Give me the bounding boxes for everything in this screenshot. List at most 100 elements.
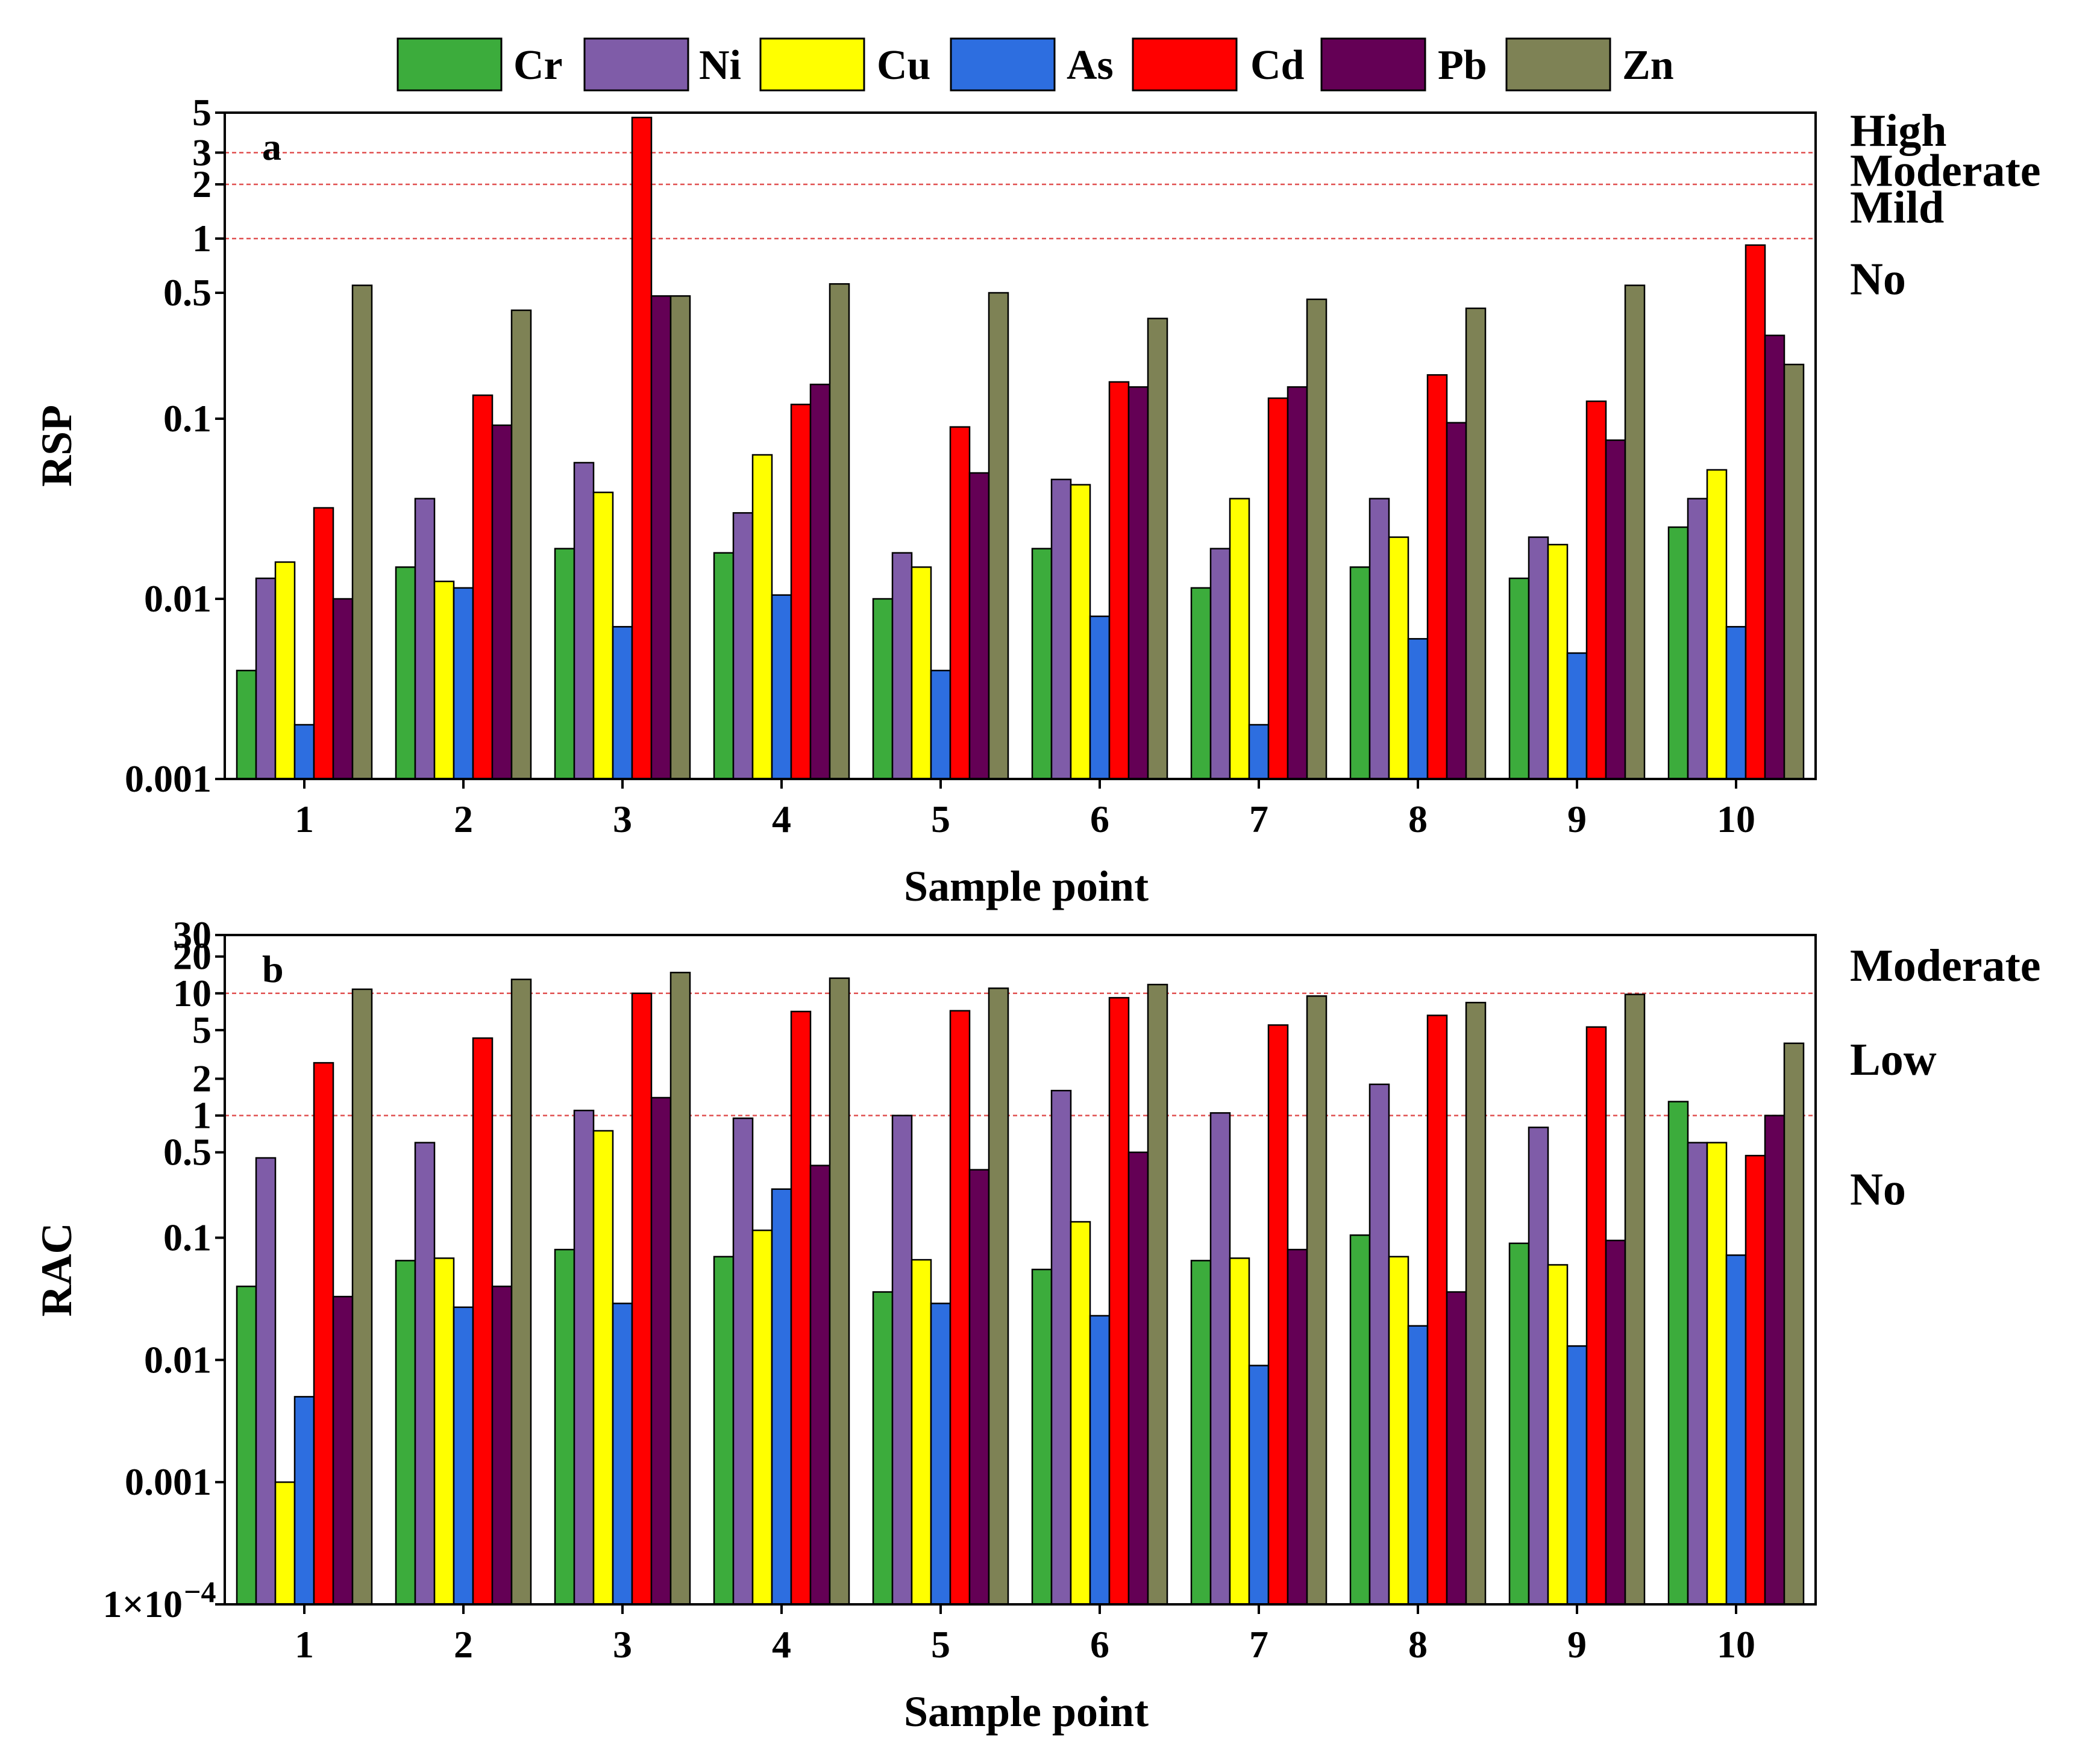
bar-b-cu-3 xyxy=(592,1130,614,1606)
bar-a-cu-4 xyxy=(751,454,773,780)
bar-a-pb-10 xyxy=(1764,334,1785,780)
y-axis-title-a: RSP xyxy=(33,405,81,487)
bar-a-zn-3 xyxy=(669,295,691,780)
bar-b-as-8 xyxy=(1407,1325,1429,1606)
bar-a-as-6 xyxy=(1089,615,1111,780)
bar-a-cr-6 xyxy=(1031,548,1053,780)
bar-a-cd-10 xyxy=(1745,244,1766,780)
bar-a-pb-2 xyxy=(491,424,513,780)
bar-b-cu-10 xyxy=(1706,1142,1728,1606)
y-tick-label-a-2: 0.1 xyxy=(163,397,212,440)
x-tick-label-b-4: 4 xyxy=(772,1623,791,1666)
bar-b-zn-1 xyxy=(351,988,373,1606)
y-tick-label-b-3: 0.1 xyxy=(163,1216,212,1259)
legend-swatch-cu xyxy=(759,37,865,92)
bar-a-cu-9 xyxy=(1547,543,1569,780)
bar-a-ni-1 xyxy=(255,577,277,780)
legend-label-pb: Pb xyxy=(1438,42,1487,89)
y-tick-label-a-6: 3 xyxy=(192,131,212,174)
legend-swatch-ni xyxy=(583,37,689,92)
bar-b-as-10 xyxy=(1725,1254,1747,1606)
bar-b-cu-2 xyxy=(433,1257,455,1606)
bar-b-cr-6 xyxy=(1031,1268,1053,1606)
bar-b-pb-6 xyxy=(1127,1151,1149,1606)
legend-label-cu: Cu xyxy=(877,42,930,89)
bar-a-cu-2 xyxy=(433,580,455,780)
y-tick-label-a-1: 0.01 xyxy=(144,577,212,620)
y-tick-label-a-7: 5 xyxy=(192,91,212,134)
x-tick-label-b-10: 10 xyxy=(1717,1623,1755,1666)
legend-swatch-zn xyxy=(1505,37,1611,92)
bar-a-ni-2 xyxy=(414,498,436,780)
bar-b-cr-9 xyxy=(1508,1242,1530,1606)
bar-a-as-1 xyxy=(293,724,315,780)
bar-a-zn-2 xyxy=(510,309,532,780)
bar-a-zn-1 xyxy=(351,284,373,780)
bar-b-ni-6 xyxy=(1050,1089,1072,1606)
y-tick-label-b-6: 2 xyxy=(192,1057,212,1100)
x-tick-label-b-9: 9 xyxy=(1567,1623,1587,1666)
bar-a-cu-5 xyxy=(911,566,932,780)
bar-b-ni-3 xyxy=(573,1109,595,1606)
risk-label-b-low: Low xyxy=(1850,1034,1937,1085)
x-tick-label-b-6: 6 xyxy=(1090,1623,1109,1666)
bar-b-zn-10 xyxy=(1783,1042,1805,1606)
bar-a-pb-9 xyxy=(1605,439,1626,780)
bar-b-pb-1 xyxy=(332,1295,354,1606)
bar-b-pb-4 xyxy=(809,1165,831,1606)
plot-frame-b xyxy=(224,934,1817,1606)
bar-b-as-6 xyxy=(1089,1315,1111,1606)
panel-label-a: a xyxy=(262,125,281,168)
bar-a-ni-3 xyxy=(573,461,595,780)
risk-label-a-mild: Mild xyxy=(1850,182,1944,233)
risk-label-a-high: High xyxy=(1850,105,1947,156)
bar-b-zn-7 xyxy=(1306,995,1328,1606)
bar-b-cr-1 xyxy=(236,1285,257,1606)
risk-label-a-moderate: Moderate xyxy=(1850,145,2041,196)
bar-b-zn-2 xyxy=(510,978,532,1606)
bar-a-zn-4 xyxy=(829,283,850,780)
bar-b-pb-5 xyxy=(968,1169,990,1606)
y-tick-label-b-10: 30 xyxy=(173,913,212,956)
bar-b-cr-3 xyxy=(554,1248,575,1606)
legend-label-zn: Zn xyxy=(1622,42,1674,89)
bar-b-zn-8 xyxy=(1465,1001,1487,1606)
bar-a-cr-3 xyxy=(554,548,575,780)
bar-b-cd-9 xyxy=(1585,1026,1607,1606)
legend: Cr Ni Cu As Cd Pb Zn xyxy=(397,37,1674,92)
x-tick-label-a-2: 2 xyxy=(454,798,473,840)
risk-label-a-no: No xyxy=(1850,254,1906,304)
bar-b-pb-2 xyxy=(491,1285,513,1606)
legend-label-as: As xyxy=(1067,42,1114,89)
legend-label-cd: Cd xyxy=(1250,42,1305,89)
bar-b-zn-6 xyxy=(1147,983,1168,1606)
bar-b-ni-9 xyxy=(1528,1127,1549,1606)
bar-b-zn-4 xyxy=(829,977,850,1606)
bar-b-cd-10 xyxy=(1745,1154,1766,1606)
bar-a-pb-3 xyxy=(650,295,672,780)
bar-b-cd-7 xyxy=(1267,1024,1289,1606)
bar-a-zn-10 xyxy=(1783,363,1805,780)
bar-a-cd-1 xyxy=(313,507,334,780)
bar-b-cr-8 xyxy=(1349,1234,1371,1606)
y-tick-label-a-3: 0.5 xyxy=(163,271,212,314)
x-tick-label-a-5: 5 xyxy=(931,798,950,840)
x-tick-label-b-2: 2 xyxy=(454,1623,473,1666)
bar-a-cu-10 xyxy=(1706,469,1728,780)
bar-b-as-9 xyxy=(1566,1345,1588,1606)
bar-b-cd-2 xyxy=(472,1037,494,1606)
bar-a-cr-5 xyxy=(872,598,894,780)
bar-b-cr-5 xyxy=(872,1291,894,1606)
bar-a-cd-2 xyxy=(472,394,494,780)
y-tick-label-a-5: 2 xyxy=(192,163,212,205)
bar-a-ni-8 xyxy=(1368,498,1390,780)
bar-a-pb-1 xyxy=(332,598,354,780)
bar-b-ni-10 xyxy=(1687,1142,1708,1606)
plot-frame-a xyxy=(224,111,1817,780)
bar-b-ni-5 xyxy=(891,1115,913,1606)
risk-label-b-no: No xyxy=(1850,1165,1906,1215)
bar-a-cr-1 xyxy=(236,669,257,780)
x-tick-label-b-1: 1 xyxy=(295,1623,314,1666)
bar-b-cu-1 xyxy=(274,1481,296,1606)
